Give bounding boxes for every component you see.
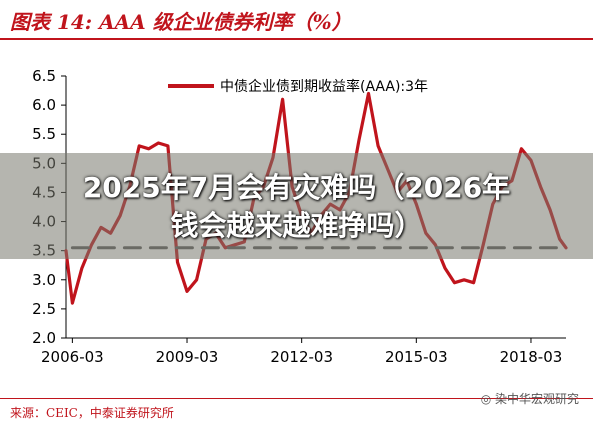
y-tick-label: 5.5 bbox=[32, 125, 56, 143]
watermark-text: 染中华宏观研究 bbox=[494, 392, 579, 406]
overlay-banner bbox=[0, 153, 593, 259]
y-tick-label: 2.5 bbox=[32, 300, 56, 318]
y-tick-label: 2.0 bbox=[32, 329, 56, 347]
footer-rule bbox=[0, 398, 593, 399]
x-tick-label: 2006-03 bbox=[41, 348, 104, 366]
legend-label: 中债企业债到期收益率(AAA):3年 bbox=[220, 78, 428, 95]
title-rule bbox=[0, 38, 593, 40]
overlay-headline: 2025年7月会有灾难吗（2026年 钱会越来越难挣吗） bbox=[0, 169, 593, 245]
overlay-line-2: 钱会越来越难挣吗） bbox=[170, 209, 423, 242]
x-tick-label: 2012-03 bbox=[270, 348, 333, 366]
source-note: 来源：CEIC，中泰证券研究所 bbox=[10, 406, 174, 420]
x-tick-label: 2009-03 bbox=[156, 348, 219, 366]
x-tick-label: 2015-03 bbox=[385, 348, 448, 366]
wechat-icon: ◎ bbox=[480, 392, 495, 406]
y-tick-label: 6.5 bbox=[32, 67, 56, 85]
chart-legend: 中债企业债到期收益率(AAA):3年 bbox=[168, 78, 428, 95]
y-tick-label: 3.0 bbox=[32, 271, 56, 289]
y-tick-label: 6.0 bbox=[32, 96, 56, 114]
overlay-line-1: 2025年7月会有灾难吗（2026年 bbox=[82, 171, 511, 204]
x-tick-label: 2018-03 bbox=[500, 348, 563, 366]
watermark: ◎ 染中华宏观研究 bbox=[481, 390, 579, 407]
figure-title: 图表 14: AAA 级企业债券利率（%） bbox=[10, 10, 352, 34]
